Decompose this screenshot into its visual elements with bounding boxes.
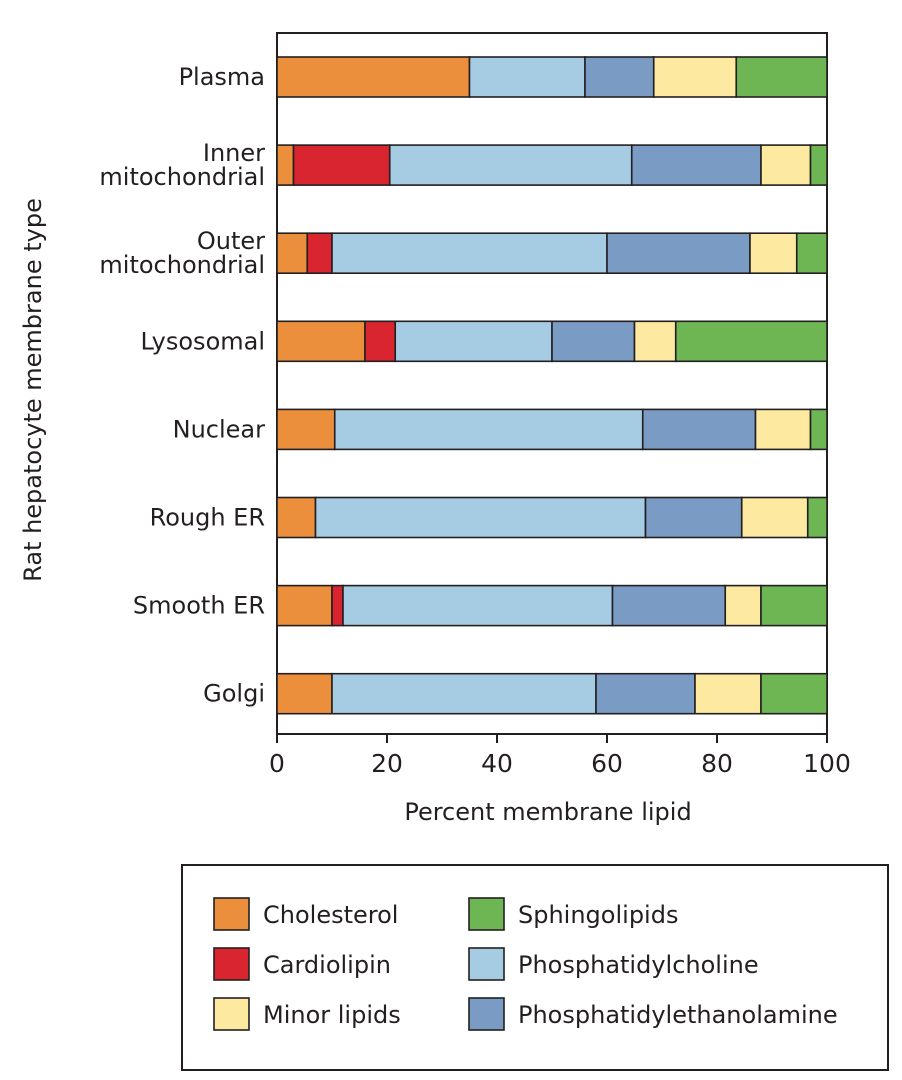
x-tick-label-40: 40 bbox=[481, 749, 513, 778]
bar-segment-smooth-er-cholesterol bbox=[276, 584, 333, 627]
bar-segment-lysosomal-phosphatidylcholine bbox=[394, 320, 553, 363]
legend-label-cardiolipin: Cardiolipin bbox=[263, 951, 391, 979]
bar-segment-plasma-phosphatidylcholine bbox=[468, 56, 586, 98]
legend-swatch-cholesterol bbox=[213, 897, 250, 931]
category-labels: Plasma Inner mitochondrial Outer mitochondri… bbox=[99, 63, 265, 708]
x-tick-label-20: 20 bbox=[371, 749, 403, 778]
legend-label-minor-lipids: Minor lipids bbox=[263, 1001, 401, 1029]
bar-segment-golgi-sphingolipids bbox=[760, 672, 828, 715]
x-tick-label-100: 100 bbox=[803, 749, 851, 778]
category-label-smooth-er: Smooth ER bbox=[133, 592, 265, 620]
category-label-lysosomal: Lysosomal bbox=[141, 327, 266, 355]
legend-swatch-minor-lipids bbox=[213, 997, 250, 1031]
bar-segment-outer-mitochondrial-minor-lipids bbox=[749, 232, 798, 274]
bar-segment-smooth-er-sphingolipids bbox=[760, 584, 828, 627]
bar-segment-golgi-minor-lipids bbox=[694, 672, 762, 715]
bar-segment-smooth-er-phosphatidylethanolamine bbox=[611, 584, 727, 627]
bar-segment-rough-er-sphingolipids bbox=[806, 496, 828, 539]
bar-segment-outer-mitochondrial-cholesterol bbox=[276, 232, 309, 274]
bar-segment-plasma-minor-lipids bbox=[652, 56, 738, 98]
legend-label-phosphatidylethanolamine: Phosphatidylethanolamine bbox=[518, 1001, 838, 1029]
bar-segment-nuclear-sphingolipids bbox=[809, 408, 828, 451]
bar-segment-smooth-er-phosphatidylcholine bbox=[342, 584, 614, 627]
bar-segment-inner-mitochondrial-sphingolipids bbox=[809, 144, 828, 186]
legend: Cholesterol Sphingolipids Cardiolipin Phosp… bbox=[181, 864, 889, 1071]
category-label-golgi: Golgi bbox=[203, 680, 265, 708]
category-label-outer-mitochondrial: Outer mitochondrial bbox=[99, 227, 265, 279]
x-tick-label-80: 80 bbox=[701, 749, 733, 778]
bars-group bbox=[276, 56, 828, 715]
legend-label-cholesterol: Cholesterol bbox=[263, 901, 398, 929]
bar-segment-lysosomal-sphingolipids bbox=[674, 320, 828, 363]
category-label-nuclear: Nuclear bbox=[173, 415, 266, 443]
x-tick-label-0: 0 bbox=[269, 749, 285, 778]
bar-segment-nuclear-phosphatidylethanolamine bbox=[641, 408, 757, 451]
legend-frame bbox=[181, 864, 889, 1071]
y-axis-title: Rat hepatocyte membrane type bbox=[19, 198, 47, 582]
legend-items: Cholesterol Sphingolipids Cardiolipin Phosp… bbox=[213, 897, 838, 1031]
bar-segment-golgi-phosphatidylethanolamine bbox=[595, 672, 696, 715]
category-label-inner-mitochondrial: Inner mitochondrial bbox=[99, 139, 265, 191]
category-label-plasma: Plasma bbox=[179, 63, 265, 91]
bar-segment-smooth-er-minor-lipids bbox=[724, 584, 762, 627]
x-axis: 0 20 40 60 80 100 bbox=[269, 734, 851, 778]
bar-segment-outer-mitochondrial-cardiolipin bbox=[306, 232, 333, 274]
bar-segment-inner-mitochondrial-cardiolipin bbox=[292, 144, 391, 186]
bar-segment-golgi-phosphatidylcholine bbox=[331, 672, 597, 715]
bar-segment-nuclear-minor-lipids bbox=[754, 408, 812, 451]
bar-segment-inner-mitochondrial-cholesterol bbox=[276, 144, 295, 186]
bar-segment-nuclear-phosphatidylcholine bbox=[333, 408, 644, 451]
bar-segment-outer-mitochondrial-phosphatidylethanolamine bbox=[606, 232, 751, 274]
legend-swatch-phosphatidylcholine bbox=[468, 947, 505, 981]
bar-segment-lysosomal-minor-lipids bbox=[633, 320, 677, 363]
bar-segment-lysosomal-cardiolipin bbox=[364, 320, 397, 363]
bar-segment-outer-mitochondrial-sphingolipids bbox=[795, 232, 828, 274]
bar-segment-rough-er-minor-lipids bbox=[740, 496, 809, 539]
bar-segment-lysosomal-cholesterol bbox=[276, 320, 366, 363]
bar-segment-inner-mitochondrial-minor-lipids bbox=[760, 144, 812, 186]
bar-segment-smooth-er-cardiolipin bbox=[331, 584, 344, 627]
bar-segment-golgi-cholesterol bbox=[276, 672, 333, 715]
plot-area-frame bbox=[276, 32, 828, 735]
bar-segment-rough-er-phosphatidylcholine bbox=[314, 496, 647, 539]
bar-segment-outer-mitochondrial-phosphatidylcholine bbox=[331, 232, 608, 274]
legend-swatch-cardiolipin bbox=[213, 947, 250, 981]
bar-segment-inner-mitochondrial-phosphatidylcholine bbox=[388, 144, 633, 186]
bar-segment-rough-er-phosphatidylethanolamine bbox=[644, 496, 743, 539]
legend-swatch-sphingolipids bbox=[468, 897, 505, 931]
bar-segment-rough-er-cholesterol bbox=[276, 496, 317, 539]
bar-segment-lysosomal-phosphatidylethanolamine bbox=[551, 320, 636, 363]
bar-segment-inner-mitochondrial-phosphatidylethanolamine bbox=[630, 144, 762, 186]
x-tick-label-60: 60 bbox=[591, 749, 623, 778]
bar-segment-plasma-cholesterol bbox=[276, 56, 471, 98]
bar-segment-plasma-phosphatidylethanolamine bbox=[584, 56, 655, 98]
x-axis-title: Percent membrane lipid bbox=[404, 798, 691, 826]
legend-swatch-phosphatidylethanolamine bbox=[468, 997, 505, 1031]
bar-segment-plasma-sphingolipids bbox=[735, 56, 828, 98]
legend-label-phosphatidylcholine: Phosphatidylcholine bbox=[518, 951, 759, 979]
bar-segment-nuclear-cholesterol bbox=[276, 408, 336, 451]
category-label-rough-er: Rough ER bbox=[150, 504, 265, 532]
legend-label-sphingolipids: Sphingolipids bbox=[518, 901, 678, 929]
